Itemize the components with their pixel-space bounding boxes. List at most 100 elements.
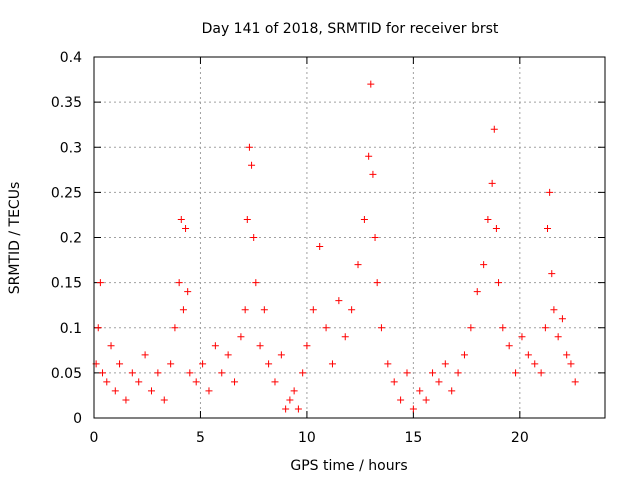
- data-point: [211, 342, 219, 350]
- data-point: [241, 306, 249, 314]
- x-tick-label: 0: [90, 430, 99, 446]
- plot-frame: [93, 56, 606, 419]
- data-point: [179, 306, 187, 314]
- data-point: [135, 378, 143, 386]
- data-point: [160, 396, 168, 404]
- data-point: [243, 215, 251, 223]
- data-point: [250, 234, 258, 241]
- data-point: [354, 261, 362, 269]
- data-point: [231, 378, 239, 386]
- data-point: [322, 324, 330, 332]
- data-point: [99, 369, 107, 377]
- data-point: [365, 152, 373, 160]
- data-point: [116, 360, 124, 368]
- data-point: [182, 224, 190, 232]
- data-point: [422, 396, 430, 404]
- data-point: [558, 315, 566, 323]
- data-point: [282, 405, 290, 413]
- data-point: [571, 378, 579, 386]
- axis-ticks: 0 0.05 0.1 0.15 0.2 0.25 0.3 0.35 0.4 0 5 10 15 20: [51, 50, 605, 446]
- data-point: [367, 80, 375, 88]
- data-point: [122, 396, 130, 404]
- y-tick-label: 0.4: [60, 50, 82, 66]
- data-point: [103, 378, 111, 386]
- x-tick-label: 5: [196, 430, 205, 446]
- data-point: [224, 351, 232, 359]
- data-point: [499, 324, 507, 332]
- data-point: [294, 405, 302, 413]
- y-tick-label: 0.3: [60, 140, 82, 156]
- data-point: [484, 215, 492, 223]
- data-point: [265, 360, 273, 368]
- data-point: [218, 369, 226, 377]
- chart-title: Day 141 of 2018, SRMTID for receiver brs…: [202, 21, 499, 37]
- y-tick-label: 0.1: [60, 321, 82, 337]
- data-point: [167, 360, 175, 368]
- data-point: [512, 369, 520, 377]
- data-point: [184, 288, 192, 296]
- data-point: [377, 324, 385, 332]
- data-point: [335, 297, 343, 305]
- data-point: [299, 369, 307, 377]
- data-point: [435, 378, 443, 386]
- data-point: [544, 224, 552, 232]
- data-point: [537, 369, 545, 377]
- data-point: [341, 333, 349, 341]
- data-point: [128, 369, 136, 377]
- data-point: [492, 224, 500, 232]
- data-points: [92, 80, 579, 413]
- x-tick-label: 20: [511, 430, 529, 446]
- data-point: [237, 333, 245, 341]
- data-point: [490, 125, 498, 133]
- data-point: [448, 387, 456, 395]
- data-point: [460, 351, 468, 359]
- data-point: [316, 243, 324, 251]
- data-point: [303, 342, 311, 350]
- data-point: [199, 360, 207, 368]
- data-point: [192, 378, 200, 386]
- data-point: [369, 170, 377, 178]
- data-point: [531, 360, 539, 368]
- data-point: [480, 261, 488, 269]
- data-point: [260, 306, 268, 314]
- y-tick-label: 0.15: [51, 276, 82, 292]
- data-point: [186, 369, 194, 377]
- data-point: [416, 387, 424, 395]
- data-point: [541, 324, 549, 332]
- data-point: [563, 351, 571, 359]
- y-tick-label: 0.35: [51, 95, 82, 111]
- data-point: [467, 324, 475, 332]
- data-point: [546, 188, 554, 196]
- data-point: [309, 306, 317, 314]
- data-point: [384, 360, 392, 368]
- data-point: [518, 333, 526, 341]
- data-point: [429, 369, 437, 377]
- x-axis-label: GPS time / hours: [290, 458, 407, 474]
- y-tick-label: 0.25: [51, 185, 82, 201]
- data-point: [488, 179, 496, 187]
- data-point: [348, 306, 356, 314]
- data-point: [371, 234, 379, 241]
- data-point: [328, 360, 336, 368]
- y-tick-label: 0: [73, 411, 82, 427]
- data-point: [454, 369, 462, 377]
- data-point: [154, 369, 162, 377]
- data-point: [567, 360, 575, 368]
- x-tick-label: 15: [404, 430, 422, 446]
- data-point: [248, 161, 256, 169]
- data-point: [271, 378, 279, 386]
- y-tick-label: 0.2: [60, 231, 82, 247]
- y-tick-label: 0.05: [51, 366, 82, 382]
- data-point: [147, 387, 155, 395]
- data-point: [441, 360, 449, 368]
- data-point: [107, 342, 115, 350]
- data-point: [177, 215, 185, 223]
- data-point: [171, 324, 179, 332]
- data-point: [495, 279, 503, 287]
- data-point: [96, 279, 104, 287]
- data-point: [252, 279, 260, 287]
- data-point: [390, 378, 398, 386]
- data-point: [141, 351, 149, 359]
- data-point: [111, 387, 119, 395]
- data-point: [290, 387, 298, 395]
